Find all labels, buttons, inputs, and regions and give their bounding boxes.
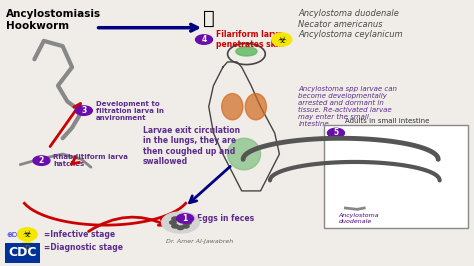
Text: 2: 2 [39, 156, 44, 165]
Text: Adults in small intestine: Adults in small intestine [346, 118, 430, 124]
Circle shape [172, 225, 178, 228]
Text: CDC: CDC [9, 246, 37, 259]
Circle shape [172, 217, 178, 221]
Ellipse shape [228, 138, 261, 170]
Circle shape [182, 217, 189, 221]
Circle shape [185, 221, 191, 224]
Text: Ancylostoma spp larvae can
become developmentally
arrested and dormant in
tissue: Ancylostoma spp larvae can become develo… [298, 86, 397, 127]
FancyBboxPatch shape [324, 125, 468, 228]
Text: Development to
filtration larva in
anvironment: Development to filtration larva in anvir… [96, 101, 164, 120]
Text: Larvae exit circulation
in the lungs, they are
then coughed up and
swallowed: Larvae exit circulation in the lungs, th… [143, 126, 240, 166]
Ellipse shape [272, 33, 292, 46]
Text: ☣: ☣ [23, 229, 32, 239]
Circle shape [177, 215, 184, 219]
Text: Ancylostomiasis
Hookworm: Ancylostomiasis Hookworm [6, 9, 101, 31]
Text: 1: 1 [182, 214, 188, 223]
Text: =Infective stage: =Infective stage [44, 230, 115, 239]
Text: Filariform larva
penetrates skin: Filariform larva penetrates skin [216, 30, 283, 49]
Text: 5: 5 [333, 128, 338, 138]
Circle shape [75, 106, 92, 115]
Ellipse shape [222, 94, 243, 120]
Ellipse shape [18, 228, 37, 241]
Circle shape [177, 214, 194, 223]
Circle shape [33, 156, 50, 165]
Text: 4: 4 [201, 35, 207, 44]
Text: Eggs in feces: Eggs in feces [197, 214, 254, 223]
Circle shape [196, 35, 212, 44]
Text: =Diagnostic stage: =Diagnostic stage [44, 243, 123, 252]
Text: Ancylostoma
duodenale: Ancylostoma duodenale [338, 213, 379, 224]
Text: 3: 3 [81, 106, 86, 115]
Text: Dr. Amer Al-Jawabreh: Dr. Amer Al-Jawabreh [166, 239, 233, 244]
Text: Ancylostoma duodenale
Necator americanus
Ancylostoma ceylanicum: Ancylostoma duodenale Necator americanus… [298, 9, 403, 39]
Circle shape [177, 226, 184, 230]
Text: Rhabditiform larva
hatches: Rhabditiform larva hatches [53, 154, 128, 167]
Circle shape [170, 221, 176, 224]
Ellipse shape [245, 94, 266, 120]
Text: ⊕DPDx: ⊕DPDx [6, 232, 31, 238]
Circle shape [162, 212, 199, 233]
Ellipse shape [236, 47, 257, 56]
Text: 🦶: 🦶 [203, 9, 215, 28]
Text: ☣: ☣ [277, 35, 286, 45]
Text: D: D [25, 244, 30, 251]
Circle shape [182, 225, 189, 228]
FancyBboxPatch shape [5, 243, 40, 263]
Ellipse shape [17, 242, 38, 253]
Circle shape [328, 128, 345, 138]
